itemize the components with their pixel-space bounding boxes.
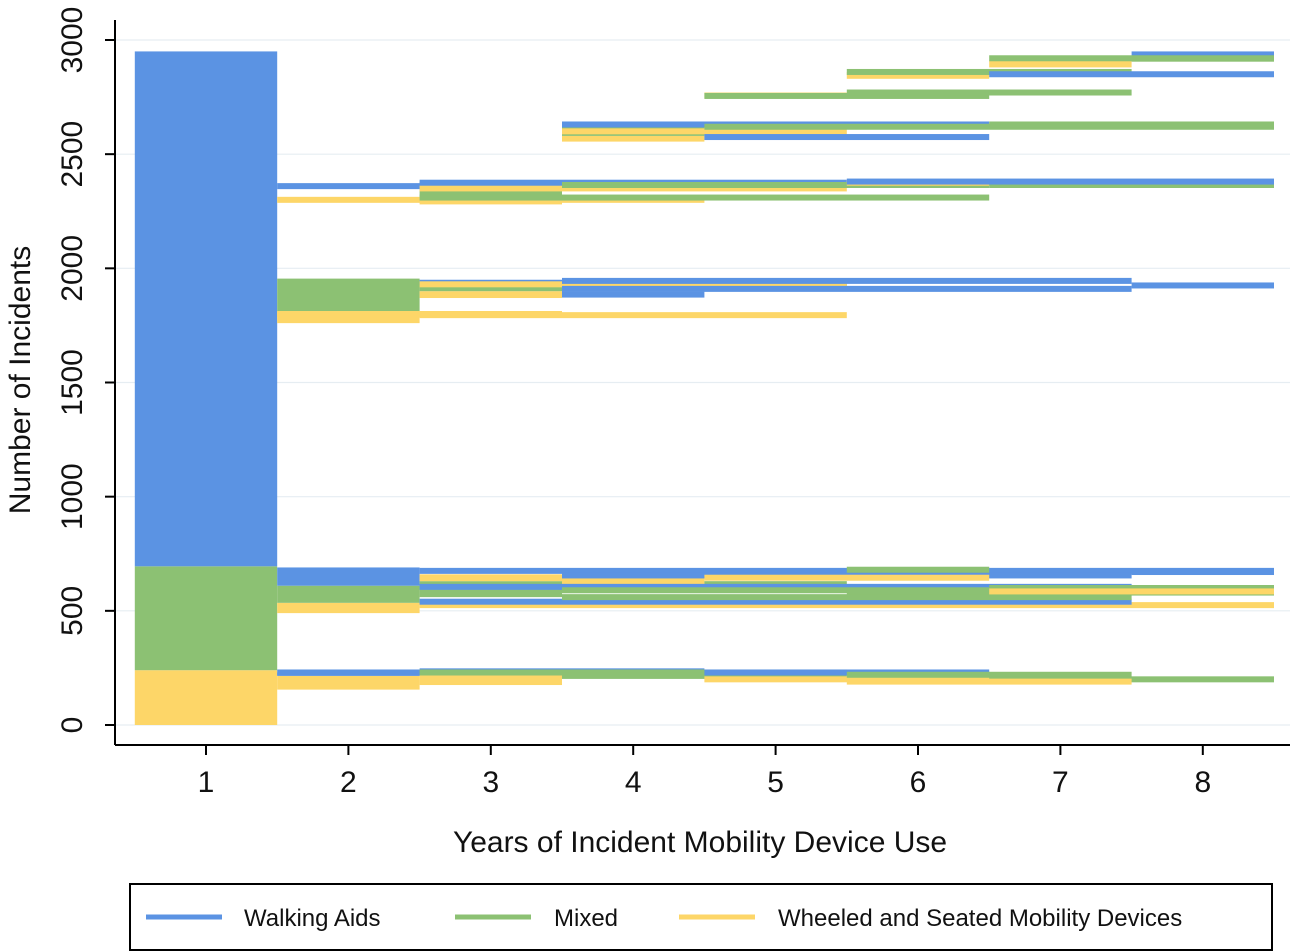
y-tick-label-1500: 1500 <box>56 349 89 416</box>
y-tick-label-3000: 3000 <box>56 7 89 74</box>
segment-wheeled-and-seated-mobility-devices-38 <box>989 588 1274 595</box>
x-tick-label-7: 7 <box>1052 766 1069 799</box>
segment-mixed-23 <box>846 68 1132 75</box>
segment-walking-aids-36 <box>419 598 1132 605</box>
band-mixed-cohort-2-1 <box>277 278 420 312</box>
segment-mixed-25 <box>989 55 1274 62</box>
band-mixed-cohort-1-1 <box>134 566 278 671</box>
segment-wheeled-and-seated-mobility-devices-16 <box>562 128 847 135</box>
y-tick-label-1000: 1000 <box>56 463 89 530</box>
segment-walking-aids-31 <box>419 583 1132 590</box>
segment-walking-aids-4 <box>562 291 705 298</box>
cohort-segments <box>277 55 1275 685</box>
segment-mixed-22 <box>846 89 1132 96</box>
band-mixed-cohort-2-5 <box>277 585 420 603</box>
segment-wheeled-and-seated-mobility-devices-5 <box>419 281 847 288</box>
tick-labels: 0 500 1000 1500 2000 2500 3000 1 2 3 4 5 6 7 8 <box>56 7 1211 799</box>
segment-mixed-37 <box>562 594 1132 601</box>
segment-walking-aids-15 <box>846 178 1274 185</box>
segment-mixed-41 <box>419 669 847 676</box>
x-tick-label-3: 3 <box>482 766 499 799</box>
segment-mixed-29 <box>846 566 990 573</box>
y-tick-label-2000: 2000 <box>56 235 89 302</box>
x-tick-label-1: 1 <box>198 766 215 799</box>
gridlines <box>115 39 1290 726</box>
band-wheeled-and-seated-mobility-devices-cohort-1-0 <box>134 670 278 725</box>
segment-mixed-12 <box>562 181 990 188</box>
band-walking-aids-cohort-1-2 <box>134 51 278 567</box>
band-wheeled-and-seated-mobility-devices-cohort-2-0 <box>277 311 420 324</box>
segment-mixed-21 <box>704 92 990 99</box>
segment-walking-aids-24 <box>989 71 1274 78</box>
segment-walking-aids-6 <box>562 285 1132 292</box>
band-wheeled-and-seated-mobility-devices-cohort-4-2 <box>562 574 705 586</box>
band-wheeled-and-seated-mobility-devices-cohort-2-2 <box>277 675 420 690</box>
y-tick-label-500: 500 <box>56 586 89 636</box>
segment-mixed-14 <box>989 181 1274 188</box>
x-tick-label-4: 4 <box>625 766 642 799</box>
legend-label-wheeled-seated: Wheeled and Seated Mobility Devices <box>778 905 1182 932</box>
legend-label-mixed: Mixed <box>554 905 618 932</box>
band-wheeled-and-seated-mobility-devices-cohort-2-4 <box>277 602 420 614</box>
segment-walking-aids-7 <box>562 277 1132 284</box>
x-tick-label-6: 6 <box>910 766 927 799</box>
band-mixed-cohort-3-6 <box>419 285 562 292</box>
x-axis-title: Years of Incident Mobility Device Use <box>453 826 947 859</box>
segment-mixed-20 <box>989 121 1274 128</box>
band-wheeled-and-seated-mobility-devices-cohort-6-0 <box>846 71 990 79</box>
y-tick-label-0: 0 <box>56 717 89 734</box>
x-tick-label-8: 8 <box>1194 766 1211 799</box>
band-wheeled-and-seated-mobility-devices-cohort-3-5 <box>419 291 562 299</box>
segment-wheeled-and-seated-mobility-devices-28 <box>704 574 990 581</box>
segment-wheeled-and-seated-mobility-devices-47 <box>846 678 1132 685</box>
x-tick-label-2: 2 <box>340 766 357 799</box>
segment-mixed-34 <box>989 585 1274 591</box>
legend: Walking Aids Mixed Wheeled and Seated Mo… <box>129 883 1273 951</box>
segment-walking-aids-30 <box>1131 569 1274 576</box>
band-walking-aids-cohort-8-1 <box>1131 51 1274 58</box>
segment-mixed-45 <box>846 671 1132 678</box>
segment-wheeled-and-seated-mobility-devices-3 <box>419 312 847 319</box>
segment-wheeled-and-seated-mobility-devices-9 <box>419 185 847 192</box>
x-tick-label-5: 5 <box>767 766 784 799</box>
band-wheeled-and-seated-mobility-devices-cohort-4-0 <box>562 135 705 142</box>
segment-walking-aids-18 <box>704 134 990 141</box>
cohort-bands <box>134 51 1274 725</box>
legend-label-walking-aids: Walking Aids <box>244 905 381 932</box>
band-wheeled-and-seated-mobility-devices-cohort-7-0 <box>989 60 1132 68</box>
segment-wheeled-and-seated-mobility-devices-35 <box>419 602 1275 609</box>
band-walking-aids-cohort-2-6 <box>277 567 420 586</box>
segment-mixed-11 <box>419 194 990 201</box>
segment-mixed-42 <box>562 672 847 679</box>
y-axis-title: Number of Incidents <box>4 246 37 514</box>
y-tick-label-2500: 2500 <box>56 121 89 188</box>
segment-walking-aids-8 <box>1131 282 1274 289</box>
band-wheeled-and-seated-mobility-devices-cohort-3-4 <box>419 574 562 582</box>
segment-mixed-32 <box>562 587 990 594</box>
